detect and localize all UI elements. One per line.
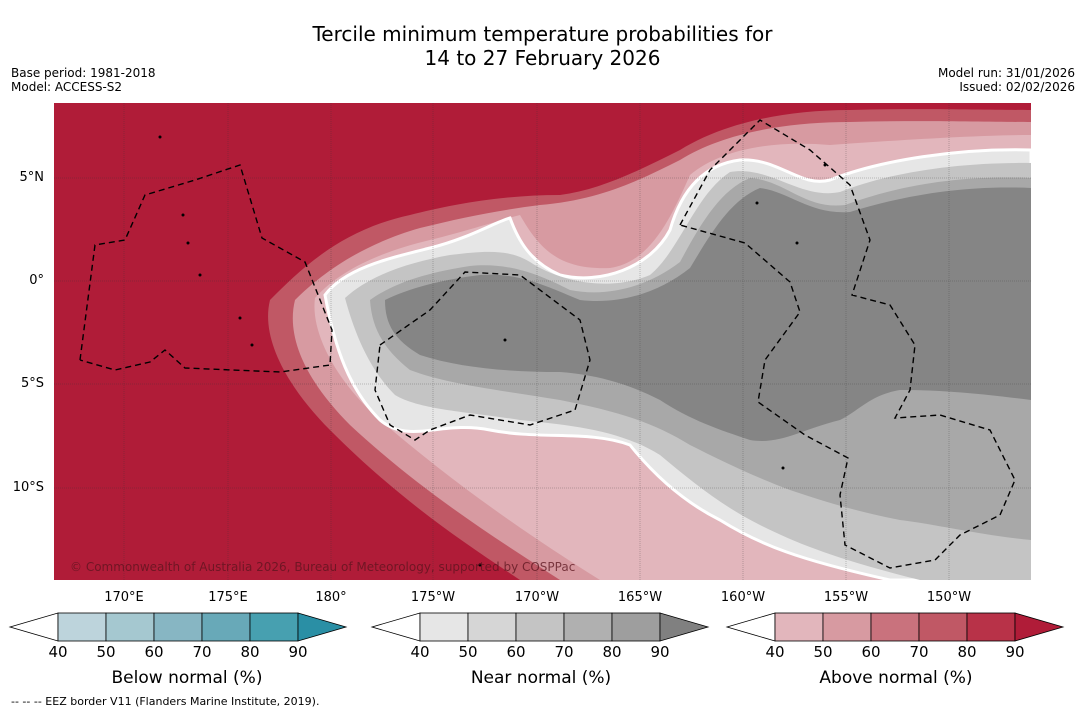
below-normal-title: Below normal (%) bbox=[111, 668, 263, 688]
colorbar-tick-label: 90 bbox=[288, 643, 308, 661]
model-name: Model: ACCESS-S2 bbox=[11, 80, 123, 94]
colorbar-cell bbox=[57, 612, 107, 642]
colorbar-tick-label: 70 bbox=[909, 643, 929, 661]
lat-label: 5°S bbox=[20, 376, 44, 391]
colorbar-cell bbox=[774, 612, 824, 642]
colorbar-tick-label: 70 bbox=[192, 643, 212, 661]
colorbar-tick-label: 50 bbox=[96, 643, 116, 661]
lon-label: 150°W bbox=[926, 590, 972, 605]
colorbar-tick-label: 40 bbox=[48, 643, 68, 661]
meta-left: Base period: 1981-2018 Model: ACCESS-S2 bbox=[11, 66, 156, 94]
colorbar-cell bbox=[515, 612, 565, 642]
colorbar-cell bbox=[870, 612, 920, 642]
colorbar-tick-label: 80 bbox=[957, 643, 977, 661]
colorbar-under-triangle bbox=[370, 612, 421, 642]
colorbar-cell bbox=[918, 612, 968, 642]
lon-label: 180° bbox=[315, 590, 347, 605]
lat-label: 0° bbox=[29, 273, 44, 288]
colorbar-tick-label: 40 bbox=[410, 643, 430, 661]
lon-label: 170°E bbox=[104, 590, 144, 605]
colorbar-tick-label: 90 bbox=[1005, 643, 1025, 661]
colorbar-tick-label: 90 bbox=[650, 643, 670, 661]
lon-label: 165°W bbox=[617, 590, 663, 605]
issued-date: Issued: 02/02/2026 bbox=[959, 80, 1075, 94]
colorbar-cell bbox=[249, 612, 299, 642]
colorbar-tick-label: 50 bbox=[813, 643, 833, 661]
meta-right: Model run: 31/01/2026 Issued: 02/02/2026 bbox=[938, 66, 1075, 94]
base-period: Base period: 1981-2018 bbox=[11, 66, 156, 80]
lon-label: 170°W bbox=[514, 590, 560, 605]
colorbar-tick-label: 60 bbox=[506, 643, 526, 661]
colorbar-cell bbox=[822, 612, 872, 642]
colorbar-cell bbox=[419, 612, 469, 642]
lat-label: 5°N bbox=[19, 170, 45, 185]
colorbar-tick-label: 60 bbox=[144, 643, 164, 661]
colorbar-tick-label: 80 bbox=[602, 643, 622, 661]
colorbar-over-triangle bbox=[297, 612, 348, 642]
colorbar-under-triangle bbox=[8, 612, 59, 642]
lon-label: 175°E bbox=[208, 590, 248, 605]
lon-label: 175°W bbox=[410, 590, 456, 605]
near-normal-title: Near normal (%) bbox=[470, 668, 612, 688]
colorbar-cell bbox=[611, 612, 661, 642]
colorbar-tick-label: 70 bbox=[554, 643, 574, 661]
model-run: Model run: 31/01/2026 bbox=[937, 66, 1075, 80]
colorbar-cell bbox=[153, 612, 203, 642]
colorbar-cell bbox=[966, 612, 1016, 642]
colorbar-cell bbox=[201, 612, 251, 642]
colorbar-tick-label: 60 bbox=[861, 643, 881, 661]
colorbar-cell bbox=[563, 612, 613, 642]
eez-phoenix bbox=[374, 271, 591, 441]
eez-tuvalu-kiribati bbox=[79, 164, 333, 373]
eez-line-islands bbox=[679, 119, 1016, 569]
colorbars bbox=[8, 612, 1065, 642]
copyright-notice: © Commonwealth of Australia 2026, Bureau… bbox=[70, 560, 575, 574]
colorbar-over-triangle bbox=[659, 612, 710, 642]
lat-label: 10°S bbox=[12, 480, 44, 495]
colorbar-cell bbox=[467, 612, 517, 642]
map-title: Tercile minimum temperature probabilitie… bbox=[0, 22, 1085, 70]
colorbar-tick-label: 80 bbox=[240, 643, 260, 661]
above-normal-title: Above normal (%) bbox=[819, 668, 973, 688]
map-area: © Commonwealth of Australia 2026, Bureau… bbox=[54, 103, 1031, 580]
lon-label: 155°W bbox=[823, 590, 869, 605]
eez-footnote: -- -- -- EEZ border V11 (Flanders Marine… bbox=[11, 695, 320, 708]
colorbar-tick-label: 50 bbox=[458, 643, 478, 661]
graticule bbox=[54, 103, 1031, 580]
islands bbox=[158, 135, 827, 567]
near-normal-90 bbox=[385, 187, 1031, 441]
colorbar-over-triangle bbox=[1014, 612, 1065, 642]
eez-borders bbox=[79, 119, 1016, 569]
colorbar-cell bbox=[105, 612, 155, 642]
lon-label: 160°W bbox=[720, 590, 766, 605]
title-line-2: 14 to 27 February 2026 bbox=[424, 46, 661, 70]
colorbar-under-triangle bbox=[725, 612, 776, 642]
title-line-1: Tercile minimum temperature probabilitie… bbox=[312, 22, 773, 46]
colorbar-tick-label: 40 bbox=[765, 643, 785, 661]
